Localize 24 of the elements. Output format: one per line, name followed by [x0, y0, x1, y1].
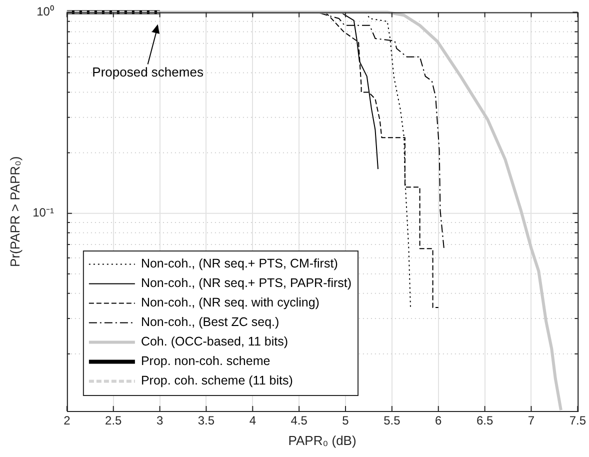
y-tick-label: 10⁻¹: [32, 206, 54, 220]
x-tick-label: 7: [528, 414, 535, 428]
x-tick-label: 3.5: [198, 414, 215, 428]
x-tick-label: 3: [156, 414, 164, 428]
x-tick-label: 6: [435, 414, 442, 428]
annotation: Proposed schemes: [92, 64, 204, 80]
legend-label: Coh. (OCC-based, 11 bits): [140, 334, 288, 349]
legend-label: Prop. non-coh. scheme: [140, 354, 270, 368]
x-tick-label: 4.5: [290, 414, 308, 428]
legend-label: Non-coh., (Best ZC seq.): [140, 315, 280, 330]
y-tick-label: 10⁰: [36, 4, 54, 19]
x-tick-label: 4: [249, 414, 256, 428]
legend-label: Prop. coh. scheme (11 bits): [140, 374, 293, 388]
x-tick-label: 7.5: [569, 414, 586, 428]
legend-label: Non-coh., (NR seq.+ PTS, PAPR-first): [140, 276, 352, 290]
legend-label: Non-coh., (NR seq.+ PTS, CM-first): [140, 256, 338, 271]
x-tick-label: 5: [342, 414, 350, 428]
x-tick-label: 2: [64, 414, 71, 428]
legend-label: Non-coh., (NR seq. with cycling): [140, 296, 320, 310]
x-tick-label: 5.5: [384, 414, 401, 428]
x-axis-title: PAPR₀ (dB): [288, 432, 356, 448]
y-axis-title: Pr(PAPR > PAPR₀): [7, 156, 22, 267]
x-tick-label: 2.5: [105, 414, 122, 428]
x-tick-label: 6.5: [476, 414, 494, 428]
